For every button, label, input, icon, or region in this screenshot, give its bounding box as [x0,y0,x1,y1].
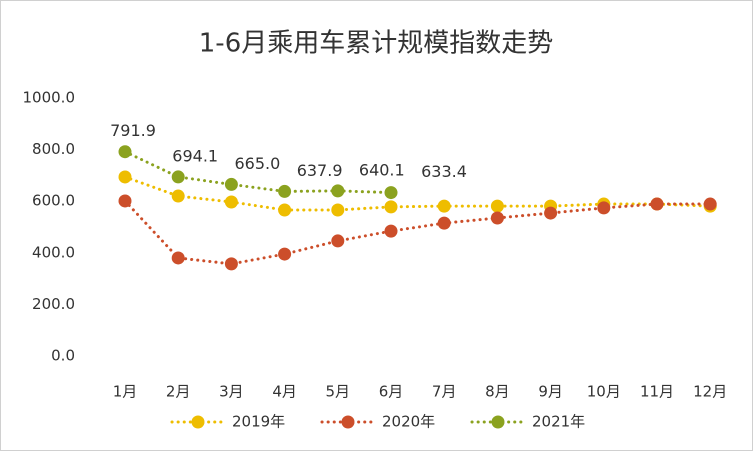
y-tick-label: 400.0 [32,243,75,261]
legend-label: 2019年 [232,413,285,431]
x-tick-label: 4月 [272,383,297,401]
point [224,195,238,209]
legend-marker [191,415,205,429]
point [597,201,611,215]
point [118,194,132,208]
x-tick-label: 6月 [379,383,404,401]
data-label: 791.9 [110,121,156,140]
point [331,234,345,248]
point [331,184,345,198]
data-label: 633.4 [421,162,467,181]
point [224,177,238,191]
point [171,170,185,184]
legend-label: 2020年 [382,413,435,431]
point [278,203,292,217]
x-tick-label: 7月 [432,383,457,401]
point [703,197,717,211]
point [384,186,398,200]
x-tick-label: 12月 [693,383,727,401]
data-label: 694.1 [172,146,218,165]
point [490,199,504,213]
point [437,199,451,213]
point [171,189,185,203]
x-tick-label: 3月 [219,383,244,401]
data-label: 665.0 [234,154,280,173]
chart-title: 1-6月乘用车累计规模指数走势 [199,29,553,59]
x-tick-label: 10月 [587,383,621,401]
y-tick-label: 1000.0 [23,89,76,107]
point [278,184,292,198]
legend-marker [341,415,355,429]
point [650,197,664,211]
point [331,203,345,217]
point [118,145,132,159]
x-tick-label: 11月 [640,383,674,401]
point [384,200,398,214]
y-tick-label: 0.0 [51,347,75,365]
x-tick-label: 5月 [326,383,351,401]
legend-marker [491,415,505,429]
x-tick-label: 8月 [485,383,510,401]
legend-label: 2021年 [532,413,585,431]
point [384,224,398,238]
data-label: 640.1 [359,160,405,179]
point [224,257,238,271]
point [171,251,185,265]
y-tick-label: 800.0 [32,140,75,158]
y-tick-label: 600.0 [32,192,75,210]
x-tick-label: 9月 [538,383,563,401]
x-tick-label: 1月 [113,383,138,401]
data-label: 637.9 [297,161,343,180]
x-tick-label: 2月 [166,383,191,401]
point [544,206,558,220]
point [118,170,132,184]
y-tick-label: 200.0 [32,295,75,313]
point [278,247,292,261]
point [437,216,451,230]
series-line [123,199,712,266]
series-line [123,150,393,195]
point [490,211,504,225]
